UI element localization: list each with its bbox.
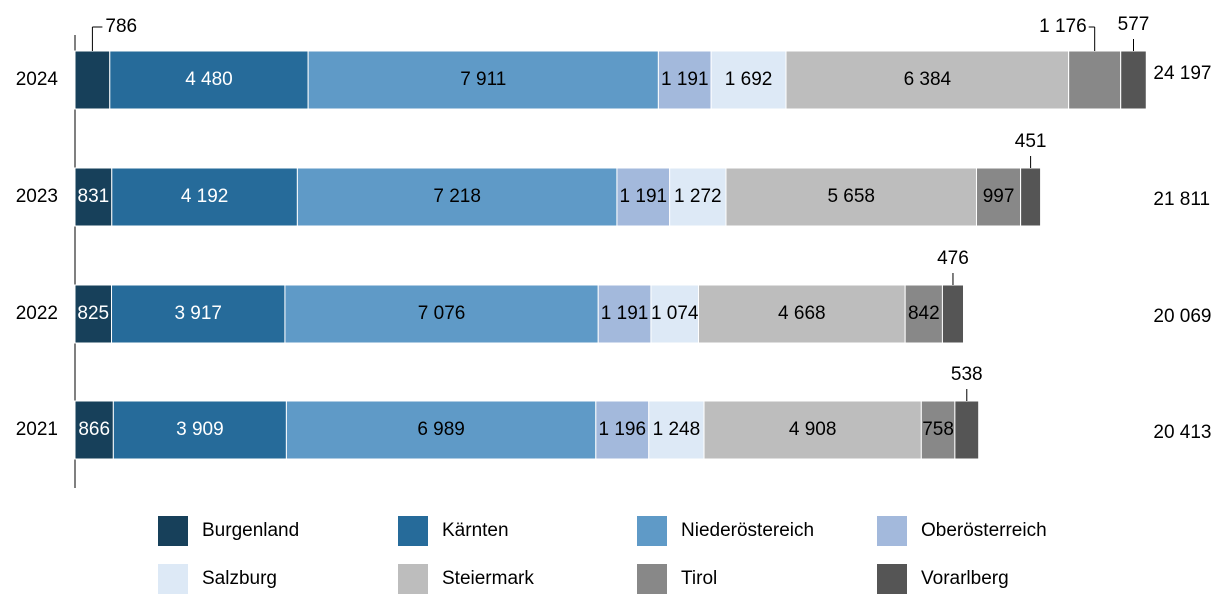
data-label: 1 248	[653, 419, 701, 440]
bar-segment	[1120, 50, 1147, 110]
data-label: 786	[105, 16, 137, 37]
legend-label: Niederöstereich	[681, 520, 814, 541]
data-label: 1 692	[725, 69, 773, 90]
legend-swatch	[877, 564, 907, 594]
bar-segment	[650, 284, 699, 344]
legend-swatch	[158, 564, 188, 594]
bar-segment	[904, 284, 943, 344]
bar-segment	[710, 50, 787, 110]
bar-segment	[296, 167, 618, 227]
data-label: 476	[937, 248, 969, 269]
data-label: 825	[77, 303, 109, 324]
bar-segment	[669, 167, 727, 227]
data-label: 1 176	[1039, 16, 1087, 37]
y-tick-label: 2021	[16, 419, 58, 440]
bar-segment	[1020, 167, 1042, 227]
bar-segment	[74, 284, 113, 344]
bar-segment	[725, 167, 977, 227]
data-label: 4 668	[778, 303, 826, 324]
data-label: 451	[1015, 131, 1047, 152]
total-label: 24 197	[1153, 63, 1211, 84]
data-label: 1 191	[620, 186, 668, 207]
bar-segment	[111, 167, 298, 227]
data-label: 4 480	[185, 69, 233, 90]
bar-segment	[954, 400, 980, 460]
data-label: 842	[908, 303, 940, 324]
bar-segment	[74, 50, 111, 110]
data-label: 1 191	[601, 303, 649, 324]
data-label: 3 917	[174, 303, 222, 324]
bar-segment	[941, 284, 965, 344]
data-label: 4 192	[181, 186, 229, 207]
data-label: 538	[951, 364, 983, 385]
bar-segment	[616, 167, 671, 227]
bar-segment	[284, 284, 599, 344]
legend-swatch	[637, 516, 667, 546]
data-label: 3 909	[176, 419, 224, 440]
bar-segment	[1068, 50, 1122, 110]
legend-swatch	[398, 516, 428, 546]
legend-swatch	[637, 564, 667, 594]
bar-segment	[111, 284, 286, 344]
bar-segment	[697, 284, 906, 344]
data-label: 866	[78, 419, 110, 440]
legend-swatch	[158, 516, 188, 546]
bar-segment	[657, 50, 712, 110]
legend-label: Salzburg	[202, 568, 277, 589]
y-tick-label: 2024	[16, 69, 59, 90]
data-label: 577	[1118, 14, 1150, 35]
data-label: 7 911	[460, 69, 506, 90]
bar-segment	[109, 50, 309, 110]
bar-segment	[74, 167, 113, 227]
data-label: 1 196	[599, 419, 647, 440]
bar-segment	[285, 400, 597, 460]
data-label: 758	[922, 419, 954, 440]
data-label: 6 989	[417, 419, 465, 440]
data-label: 997	[983, 186, 1015, 207]
legend-label: Kärnten	[442, 520, 509, 541]
bar-segment	[595, 400, 650, 460]
data-label: 6 384	[904, 69, 952, 90]
legend-swatch	[398, 564, 428, 594]
data-label: 5 658	[827, 186, 875, 207]
y-tick-label: 2022	[16, 303, 58, 324]
data-label: 1 074	[651, 303, 699, 324]
total-label: 20 413	[1153, 422, 1211, 443]
bar-segment	[307, 50, 659, 110]
total-label: 20 069	[1153, 306, 1211, 327]
bar-segment	[975, 167, 1022, 227]
data-label: 1 272	[674, 186, 722, 207]
bar-segment	[648, 400, 705, 460]
bar-segment	[112, 400, 287, 460]
total-label: 21 811	[1153, 189, 1210, 210]
legend-label: Oberösterreich	[921, 520, 1047, 541]
bar-segment	[703, 400, 922, 460]
bar-segment	[785, 50, 1070, 110]
legend-label: Burgenland	[202, 520, 299, 541]
data-label: 7 076	[418, 303, 466, 324]
data-label: 831	[78, 186, 110, 207]
y-tick-label: 2023	[16, 186, 58, 207]
bar-segment	[597, 284, 652, 344]
legend-swatch	[877, 516, 907, 546]
legend-label: Steiermark	[442, 568, 534, 589]
bar-segment	[74, 400, 114, 460]
data-label: 4 908	[789, 419, 837, 440]
data-label: 7 218	[433, 186, 481, 207]
legend-label: Vorarlberg	[921, 568, 1009, 589]
data-label: 1 191	[661, 69, 709, 90]
bar-segment	[920, 400, 956, 460]
legend-label: Tirol	[681, 568, 717, 589]
